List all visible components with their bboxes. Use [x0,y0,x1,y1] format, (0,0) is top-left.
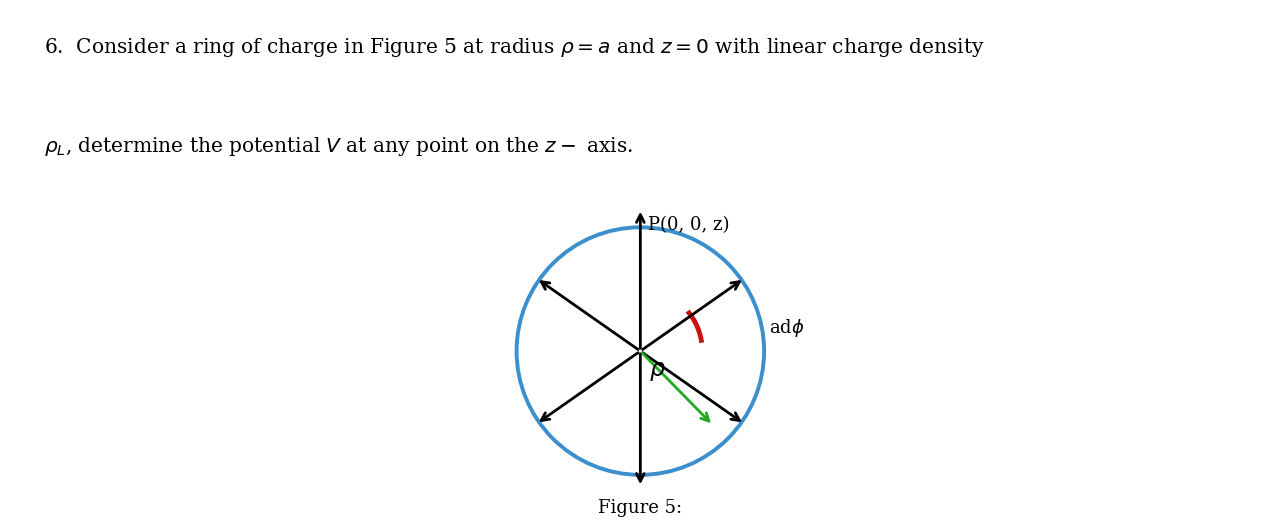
Text: $\rho$: $\rho$ [649,360,666,383]
Text: 6.  Consider a ring of charge in Figure 5 at radius $\rho = a$ and $z = 0$ with : 6. Consider a ring of charge in Figure 5… [44,36,985,59]
Text: $\rho_L$, determine the potential $V$ at any point on the $z-$ axis.: $\rho_L$, determine the potential $V$ at… [44,135,634,158]
Text: P(0, 0, z): P(0, 0, z) [648,216,729,234]
Text: Figure 5:: Figure 5: [598,499,682,517]
Text: ad$\phi$: ad$\phi$ [768,316,804,339]
